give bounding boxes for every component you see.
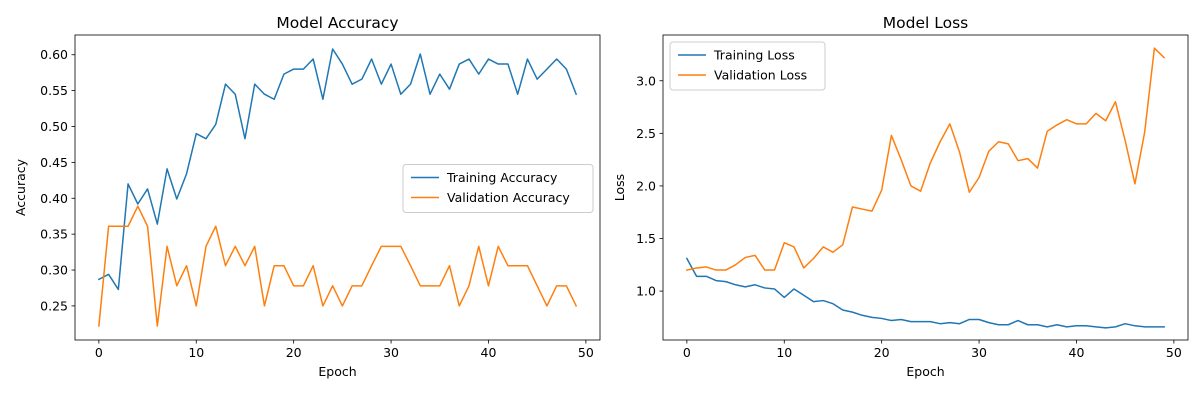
axes-frame [662, 34, 1189, 341]
y-tick-label: 0.25 [40, 298, 68, 313]
y-tick-label: 0.45 [40, 155, 68, 170]
chart-title: Model Loss [883, 14, 968, 32]
legend: Training Accuracy Validation Accuracy [402, 164, 594, 213]
x-tick-label: 10 [188, 345, 204, 360]
y-tick-label: 0.55 [40, 83, 68, 98]
x-axis-label: Epoch [318, 364, 356, 379]
y-axis-label: Accuracy [13, 158, 28, 216]
y-tick-label: 0.60 [40, 47, 68, 62]
x-tick-label: 20 [286, 345, 302, 360]
y-axis-label: Loss [612, 174, 627, 201]
x-axis-label: Epoch [906, 364, 944, 379]
y-tick-label: 0.40 [40, 191, 68, 206]
chart-title: Model Accuracy [276, 14, 398, 32]
legend-box [669, 41, 826, 91]
y-tick-label: 1.5 [636, 231, 656, 246]
y-tick-label: 0.50 [40, 119, 68, 134]
x-tick-label: 10 [776, 345, 792, 360]
y-tick-label: 3.0 [636, 73, 656, 88]
x-tick-label: 0 [683, 345, 691, 360]
y-tick-label: 1.0 [636, 284, 656, 299]
legend-entry: Validation Loss [714, 68, 807, 83]
series-line-validation-accuracy [98, 205, 578, 327]
x-tick-label: 50 [1166, 345, 1182, 360]
series-line-validation-loss [685, 47, 1166, 271]
x-tick-label: 30 [971, 345, 987, 360]
x-tick-label: 40 [481, 345, 497, 360]
legend-entry: Validation Accuracy [447, 190, 570, 205]
x-tick-label: 40 [1069, 345, 1085, 360]
y-tick-label: 0.30 [40, 263, 68, 278]
legend-entry: Training Loss [713, 48, 795, 63]
legend: Training Loss Validation Loss [669, 41, 826, 91]
legend-entry: Training Accuracy [446, 170, 558, 185]
chart-loss: 0 10 20 30 40 50 1.0 1.5 2.0 2.5 3.0 Model Loss Epoc… [612, 14, 1189, 379]
x-tick-label: 50 [578, 345, 594, 360]
y-tick-label: 2.5 [636, 126, 656, 141]
y-tick-label: 0.35 [40, 227, 68, 242]
y-tick-label: 2.0 [636, 178, 656, 193]
x-tick-label: 20 [874, 345, 890, 360]
series-line-training-accuracy [97, 48, 578, 291]
axes-frame [74, 34, 601, 341]
legend-box [402, 164, 594, 213]
x-tick-label: 30 [383, 345, 399, 360]
series-line-training-loss [685, 257, 1165, 329]
chart-accuracy: 0 10 20 30 40 50 0.25 0.30 0.35 0.40 0.45 0.50 0.55 0… [13, 14, 601, 379]
x-tick-label: 0 [95, 345, 103, 360]
